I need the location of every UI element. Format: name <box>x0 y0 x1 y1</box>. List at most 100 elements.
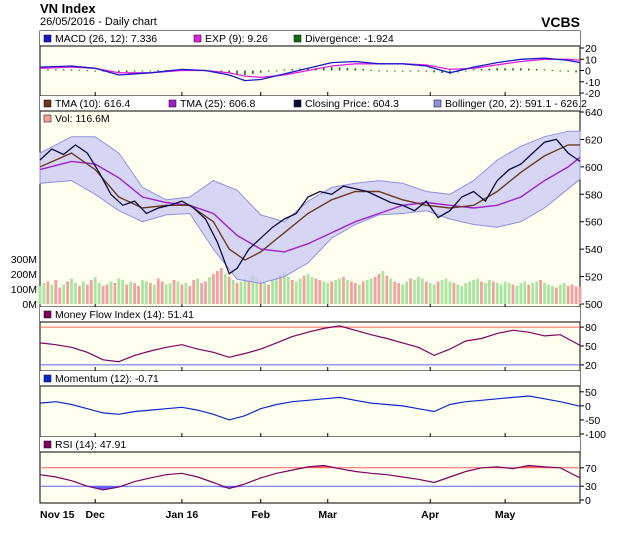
macd-line <box>39 57 581 82</box>
volume-bar <box>547 284 550 304</box>
rsi-line <box>39 464 581 491</box>
volume-bar <box>81 281 85 304</box>
x-tick-label: Mar <box>318 509 337 521</box>
divergence-bar <box>94 70 96 72</box>
volume-tick-label: 300M <box>11 254 37 266</box>
divergence-bar <box>78 69 81 71</box>
volume-tick-label: 200M <box>11 269 37 281</box>
volume-bar <box>192 280 196 304</box>
volume-bar <box>491 281 495 304</box>
volume-bar <box>444 278 448 304</box>
volume-bar <box>255 277 259 304</box>
volume-bar <box>543 283 546 304</box>
volume-bar <box>346 280 349 304</box>
volume-bar <box>141 280 144 304</box>
volume-bar <box>267 284 271 304</box>
divergence-bar <box>307 68 309 71</box>
momentum-y-tick-label: 50 <box>585 387 597 399</box>
volume-bar <box>50 284 54 304</box>
volume-bar <box>66 281 69 304</box>
divergence-bar <box>54 69 57 71</box>
volume-bar <box>271 280 274 304</box>
divergence-bar <box>425 70 428 72</box>
divergence-bar <box>141 70 144 72</box>
macd-y-tick-label: -20 <box>585 88 600 100</box>
volume-bar <box>361 281 365 304</box>
rsi-y-tick-label: 30 <box>585 481 597 493</box>
volume-bar <box>200 283 204 304</box>
divergence-bar <box>244 70 246 75</box>
price-y-tick-label: 580 <box>585 189 603 201</box>
volume-bar <box>180 284 184 304</box>
volume-bar <box>413 280 416 304</box>
volume-bar <box>551 286 554 304</box>
volume-bar <box>78 286 81 304</box>
rsi-legend-swatch <box>43 440 52 449</box>
volume-bar <box>365 280 369 304</box>
closing-price-line <box>39 138 581 275</box>
x-tick-label: Dec <box>86 509 105 521</box>
divergence-bar <box>322 67 325 71</box>
volume-bar <box>62 284 66 304</box>
divergence-bar <box>551 70 554 72</box>
divergence-bar <box>330 67 333 71</box>
volume-bar <box>263 283 267 304</box>
brand-label: VCBS <box>541 14 580 30</box>
volume-bar <box>196 278 200 304</box>
volume-bar <box>184 283 188 304</box>
price-legend-swatch <box>293 99 302 108</box>
volume-bar <box>290 280 294 304</box>
volume-bar <box>519 283 523 304</box>
divergence-bar <box>252 70 254 74</box>
volume-bar <box>172 280 176 304</box>
volume-bar <box>212 274 215 304</box>
volume-bar <box>219 268 223 304</box>
divergence-bar <box>220 70 223 72</box>
divergence-bar <box>267 70 270 72</box>
price-legend-label: TMA (25): 606.8 <box>180 98 255 110</box>
volume-bar <box>286 277 290 304</box>
divergence-bar <box>236 70 238 74</box>
chart-title: VN Index <box>40 1 96 16</box>
divergence-bar <box>133 70 136 72</box>
volume-bar <box>420 278 424 304</box>
divergence-bar <box>393 70 396 72</box>
divergence-bar <box>409 70 412 72</box>
volume-bar <box>357 284 361 304</box>
volume-bar <box>424 281 428 304</box>
volume-bar <box>89 280 93 304</box>
divergence-bar <box>125 70 128 73</box>
volume-tick-label: 100M <box>11 284 37 296</box>
divergence-bar <box>527 68 530 71</box>
divergence-bar <box>70 69 73 71</box>
volume-bar <box>440 280 444 304</box>
divergence-bar <box>464 70 467 72</box>
volume-bar <box>338 278 341 304</box>
volume-bar <box>436 281 440 304</box>
volume-bar <box>282 272 286 304</box>
volume-bar <box>70 278 73 304</box>
volume-bar <box>46 281 50 304</box>
mfi-legend-swatch <box>43 310 52 319</box>
macd-legend-label: Divergence: -1.924 <box>305 33 394 45</box>
volume-bar <box>562 283 566 304</box>
price-legend-swatch <box>433 99 442 108</box>
volume-bar <box>239 281 243 304</box>
volume-bar <box>113 283 117 304</box>
divergence-bar <box>86 70 89 72</box>
volume-bar <box>578 286 582 304</box>
volume-bar <box>495 283 499 304</box>
volume-bar <box>342 277 345 304</box>
divergence-bar <box>157 70 160 72</box>
rsi-legend-bar <box>40 437 580 452</box>
volume-bar <box>93 277 97 304</box>
macd-y-tick-label: 10 <box>585 54 597 66</box>
volume-bar <box>101 286 105 304</box>
divergence-bar <box>535 69 538 71</box>
divergence-bar <box>346 67 349 71</box>
divergence-bar <box>417 70 420 72</box>
divergence-bar <box>480 69 483 71</box>
divergence-bar <box>228 70 230 73</box>
volume-bar <box>487 280 491 304</box>
volume-bar <box>397 283 401 304</box>
